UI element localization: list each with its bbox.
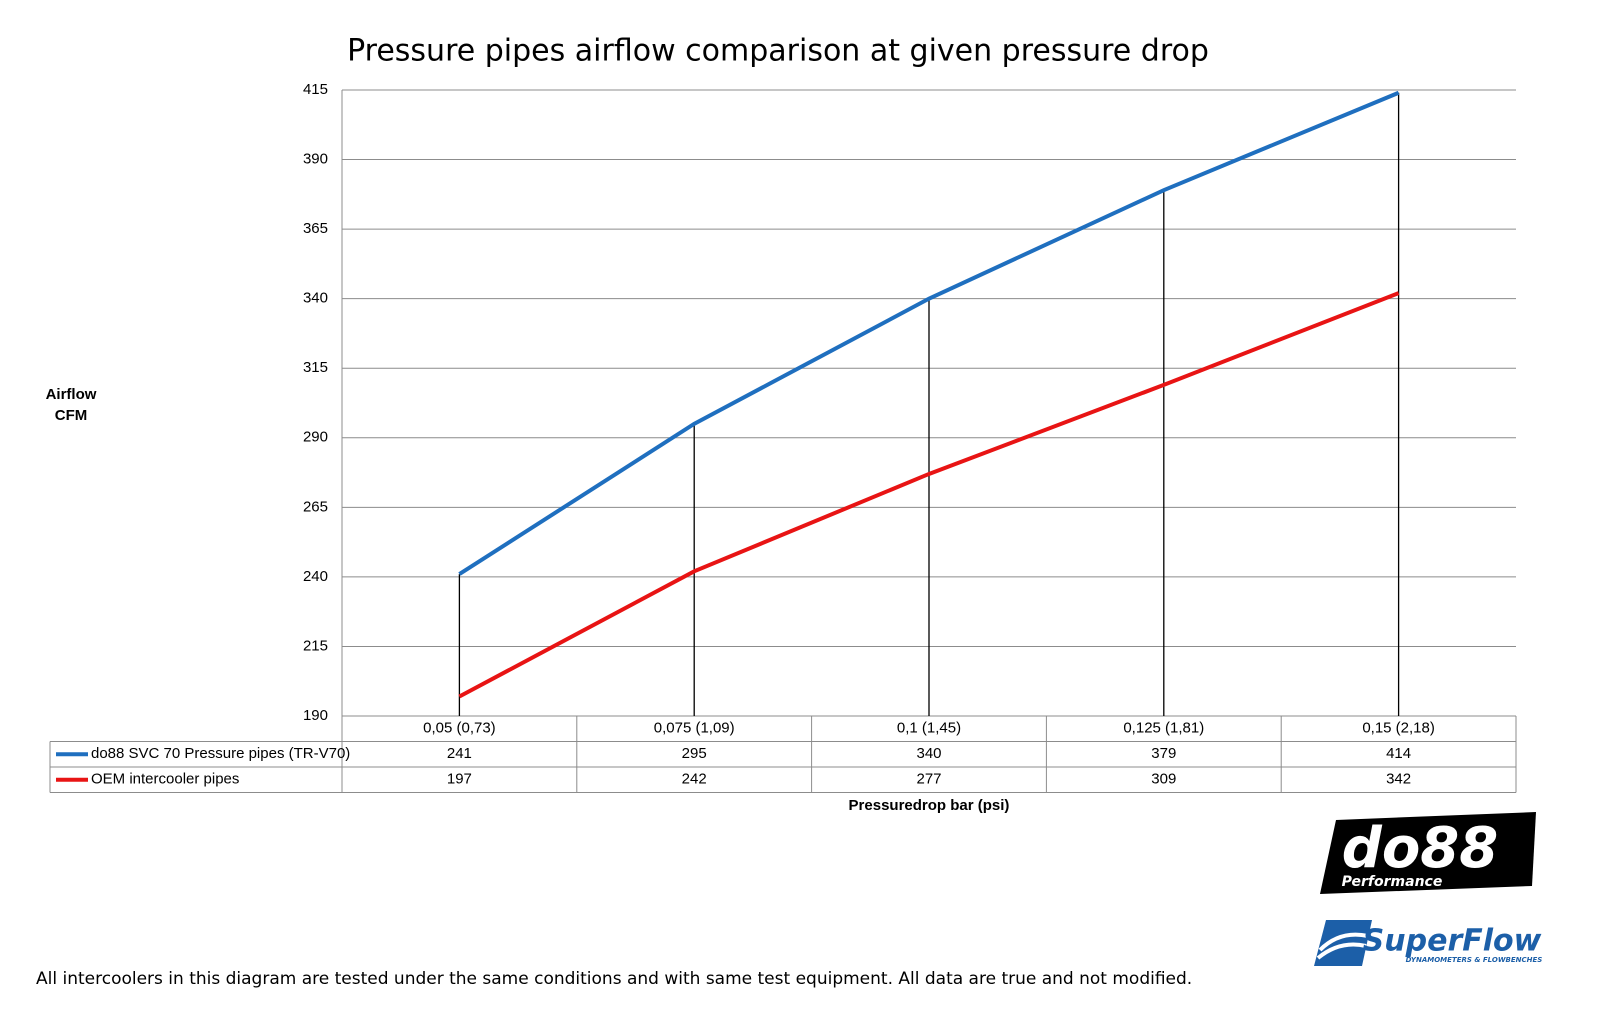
footnote: All intercoolers in this diagram are tes…	[36, 969, 1192, 989]
chart-title: Pressure pipes airflow comparison at giv…	[347, 34, 1209, 69]
logo-partner: SuperFlow	[1363, 924, 1542, 959]
y-tick-label: 240	[303, 568, 328, 585]
table-value: 242	[682, 771, 707, 788]
do88-logo: do88 Performance	[1320, 812, 1536, 894]
table-value: 379	[1151, 745, 1176, 762]
x-tick-label: 0,15 (2,18)	[1362, 720, 1435, 737]
y-tick-label: 340	[303, 290, 328, 307]
table-value: 414	[1386, 745, 1411, 762]
legend-label: OEM intercooler pipes	[91, 771, 239, 788]
superflow-logo: SuperFlow DYNAMOMETERS & FLOWBENCHES	[1314, 920, 1542, 966]
logo-brand-sub: Performance	[1342, 874, 1443, 890]
table-value: 241	[447, 745, 472, 762]
series-line	[458, 291, 1400, 699]
y-tick-label: 415	[303, 81, 328, 98]
logo-bg	[1320, 812, 1536, 894]
table-value: 197	[447, 771, 472, 788]
x-tick-label: 0,125 (1,81)	[1123, 720, 1204, 737]
y-tick-label: 365	[303, 220, 328, 237]
legend-label: do88 SVC 70 Pressure pipes (TR-V70)	[91, 745, 350, 762]
x-tick-label: 0,1 (1,45)	[897, 720, 961, 737]
y-tick-label: 265	[303, 498, 328, 515]
y-tick-label: 290	[303, 429, 328, 446]
table-value: 342	[1386, 771, 1411, 788]
y-axis-label: Airflow CFM	[45, 386, 97, 424]
table-value: 309	[1151, 771, 1176, 788]
logo-brand: do88	[1342, 816, 1499, 881]
logo-mark	[1314, 920, 1372, 966]
y-tick-label: 390	[303, 151, 328, 168]
y-tick-label: 190	[303, 707, 328, 724]
logo-partner-sub: DYNAMOMETERS & FLOWBENCHES	[1406, 956, 1543, 964]
x-axis-label: Pressuredrop bar (psi)	[849, 797, 1010, 814]
table-value: 277	[916, 771, 941, 788]
table-value: 295	[682, 745, 707, 762]
series-line	[458, 90, 1400, 576]
y-tick-label: 315	[303, 359, 328, 376]
logo-stripes	[1316, 932, 1369, 960]
y-tick-label: 215	[303, 637, 328, 654]
table-value: 340	[916, 745, 941, 762]
x-tick-label: 0,05 (0,73)	[423, 720, 496, 737]
x-tick-label: 0,075 (1,09)	[654, 720, 735, 737]
